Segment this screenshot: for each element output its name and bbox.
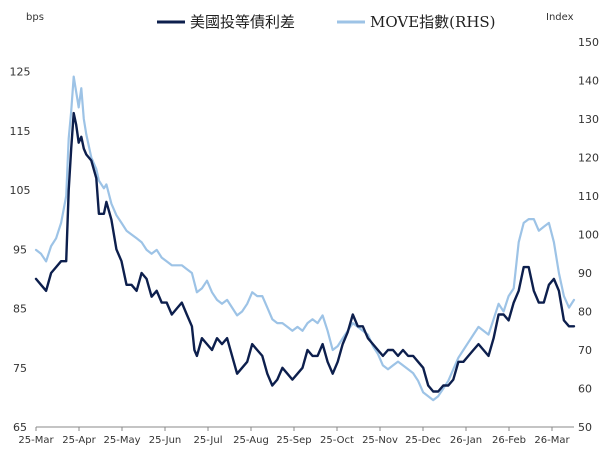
x-tick-label: 25-Nov (362, 435, 398, 446)
right-tick-label: 60 (578, 383, 592, 396)
x-tick-label: 25-Sep (276, 435, 311, 446)
left-tick-label: 125 (10, 66, 31, 79)
right-tick-label: 120 (578, 152, 599, 165)
right-tick-label: 80 (578, 306, 592, 319)
left-tick-label: 85 (13, 303, 27, 316)
left-axis-unit: bps (26, 12, 44, 23)
x-axis: 25-Mar 25-Apr 25-May 25-Jun 25-Jul 25-Aug 25-S… (18, 426, 574, 446)
x-tick-label: 25-Apr (62, 435, 96, 446)
x-tick-label: 25-Dec (405, 435, 441, 446)
legend-label-spread: 美國投等債利差 (190, 13, 295, 31)
left-tick-label: 115 (10, 125, 31, 138)
left-axis-ticks: 65 75 85 95 105 115 125 (10, 66, 31, 434)
right-axis-ticks: 50 60 70 80 90 100 110 120 130 140 150 (578, 36, 599, 434)
right-tick-label: 50 (578, 421, 592, 434)
right-tick-label: 90 (578, 267, 592, 280)
series-line-spread (34, 111, 576, 393)
x-tick-label: 26-Feb (492, 435, 526, 446)
series-layer (34, 75, 576, 402)
series-line-move (34, 75, 576, 402)
legend-label-move: MOVE指數(RHS) (370, 13, 496, 31)
x-tick-label: 25-Jul (194, 435, 223, 446)
right-tick-label: 130 (578, 113, 599, 126)
x-tick-label: 25-Jun (149, 435, 182, 446)
x-tick-label: 25-May (103, 435, 140, 446)
left-tick-label: 65 (13, 421, 27, 434)
right-axis-unit: Index (546, 12, 574, 23)
left-tick-label: 75 (13, 362, 27, 375)
x-tick-label: 25-Aug (233, 435, 269, 446)
right-tick-label: 150 (578, 36, 599, 49)
legend: 美國投等債利差 MOVE指數(RHS) (157, 13, 496, 31)
right-tick-label: 140 (578, 75, 599, 88)
x-tick-label: 26-Jan (450, 435, 482, 446)
left-tick-label: 105 (10, 184, 31, 197)
right-tick-label: 110 (578, 190, 599, 203)
x-tick-label: 25-Mar (18, 435, 54, 446)
left-tick-label: 95 (13, 243, 27, 256)
right-tick-label: 100 (578, 229, 599, 242)
x-tick-label: 25-Oct (320, 435, 354, 446)
x-tick-label: 26-Mar (534, 435, 570, 446)
right-tick-label: 70 (578, 344, 592, 357)
